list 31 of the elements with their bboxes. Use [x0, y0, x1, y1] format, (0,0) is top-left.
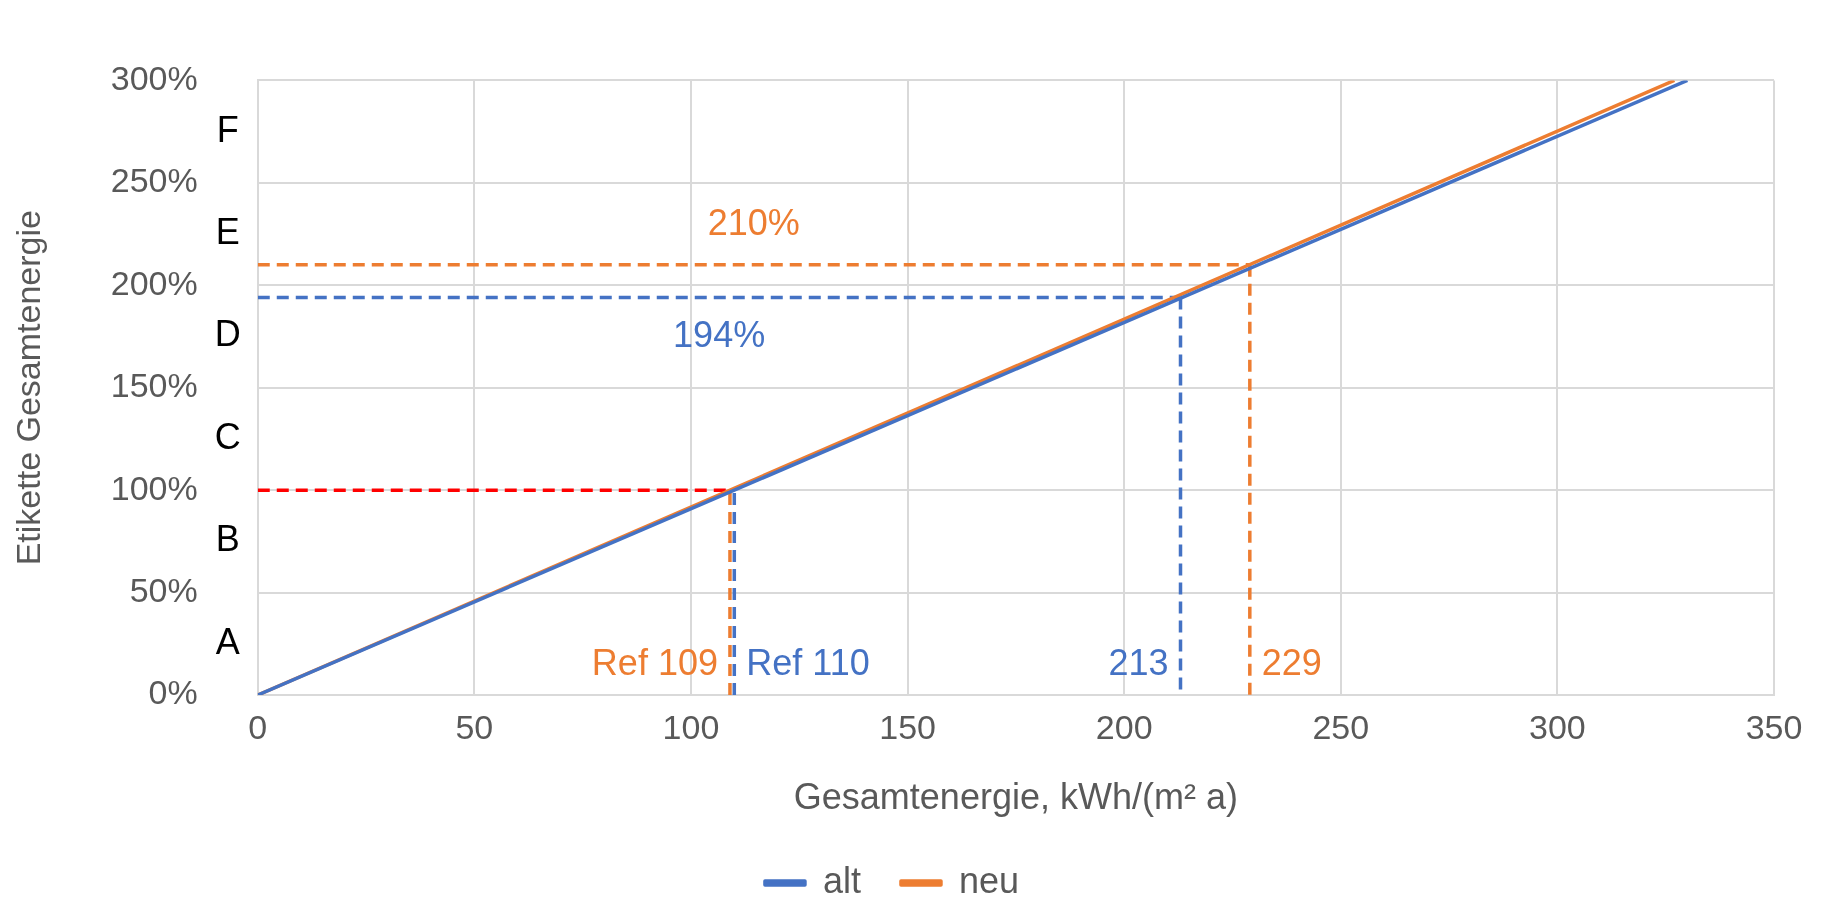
text: E — [215, 210, 240, 252]
x-tick-label: 150 — [879, 707, 936, 746]
series-label: 210% — [707, 201, 800, 243]
series-label: 194% — [673, 314, 766, 356]
y-tick-label: 250% — [110, 161, 198, 200]
text: C — [214, 415, 241, 457]
x-tick-label: 50 — [455, 707, 494, 746]
x-axis-title: Gesamtenergie, kWh/(m² a) — [793, 776, 1238, 818]
series-label: 229 — [1261, 641, 1322, 683]
series-label: Ref 109 — [591, 641, 718, 683]
legend-label: neu — [958, 859, 1020, 901]
x-tick-label: 0 — [248, 707, 268, 746]
series-label: Ref 110 — [746, 641, 870, 683]
series-label: 213 — [1108, 641, 1169, 683]
text: A — [215, 620, 240, 662]
x-tick-label: 300 — [1529, 707, 1586, 746]
y-axis-title: Etikette Gesamtenergie — [8, 210, 47, 566]
x-tick-label: 350 — [1745, 707, 1803, 746]
legend-label: alt — [822, 859, 861, 901]
y-tick-label: 200% — [110, 263, 198, 302]
y-tick-label: 100% — [110, 468, 198, 507]
x-tick-label: 200 — [1095, 707, 1153, 746]
x-tick-label: 250 — [1312, 707, 1370, 746]
text: F — [216, 108, 239, 150]
y-tick-label: 50% — [129, 570, 198, 609]
y-tick-label: 300% — [110, 58, 198, 97]
text: D — [214, 313, 241, 355]
y-tick-label: 0% — [148, 673, 198, 712]
x-tick-label: 100 — [662, 707, 720, 746]
text: B — [215, 518, 240, 560]
y-tick-label: 150% — [110, 366, 198, 405]
